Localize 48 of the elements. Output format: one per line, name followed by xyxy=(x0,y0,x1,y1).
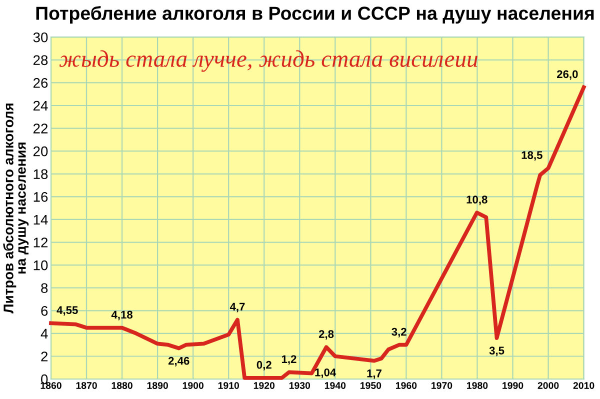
x-tick-label: 2010 xyxy=(573,382,594,389)
y-tick-label: 10 xyxy=(34,260,48,270)
x-tick-label: 1930 xyxy=(289,382,310,389)
x-tick-label: 1910 xyxy=(218,382,240,389)
y-tick-label: 24 xyxy=(33,100,48,111)
y-tick-label: 18 xyxy=(34,169,48,180)
y-tick-label: 2 xyxy=(41,352,48,362)
annotation: 3,5 xyxy=(489,346,504,356)
y-tick-label: 6 xyxy=(41,306,48,316)
x-tick-label: 1860 xyxy=(40,382,62,389)
x-tick-label: 1980 xyxy=(467,382,488,389)
x-tick-label: 1970 xyxy=(432,382,452,389)
annotation: 4,18 xyxy=(111,310,133,320)
annotation: 18,5 xyxy=(522,151,542,161)
annotation: 1,04 xyxy=(315,368,336,378)
chart-title: Потребление алкоголя в России и СССР на душу населения xyxy=(36,6,594,24)
x-tick-label: 1960 xyxy=(396,382,417,389)
y-tick-label: 26 xyxy=(33,78,48,88)
x-tick-label: 1940 xyxy=(324,382,346,389)
annotation: 4,55 xyxy=(56,306,78,316)
annotation: 1,2 xyxy=(282,355,296,365)
annotation: 1,7 xyxy=(367,370,382,379)
y-tick-label: 22 xyxy=(33,124,48,134)
y-tick-label: 8 xyxy=(41,283,48,294)
x-tick-label: 1890 xyxy=(147,382,168,389)
y-tick-label: 30 xyxy=(33,32,48,42)
y-axis-title: Литров абсолютного алкоголя на душу населения xyxy=(3,104,29,314)
x-tick-label: 1900 xyxy=(182,382,204,389)
annotation: 3,2 xyxy=(392,328,406,338)
annotation: 2,8 xyxy=(318,330,334,340)
y-tick-label: 14 xyxy=(34,214,48,225)
text: жыдь стала лучче, жидь стала висилеии xyxy=(59,50,478,72)
x-tick-label: 1880 xyxy=(112,382,132,389)
annotation: 10,8 xyxy=(466,196,488,206)
x-tick-label: 1950 xyxy=(360,382,382,389)
annotation: 0,2 xyxy=(256,360,272,370)
x-tick-label: 1990 xyxy=(502,382,524,389)
y-tick-label: 28 xyxy=(33,55,48,66)
annotation: 4,7 xyxy=(230,302,245,312)
x-tick-label: 1870 xyxy=(76,382,97,389)
annotation: 2,46 xyxy=(168,356,190,366)
y-tick-label: 12 xyxy=(34,238,48,248)
y-tick-label: 20 xyxy=(33,146,48,156)
x-tick-label: 2000 xyxy=(538,382,559,389)
y-tick-label: 16 xyxy=(34,192,48,202)
y-tick-label: 4 xyxy=(40,328,48,338)
annotation: 26,0 xyxy=(557,70,578,80)
x-tick-label: 1920 xyxy=(254,382,275,389)
